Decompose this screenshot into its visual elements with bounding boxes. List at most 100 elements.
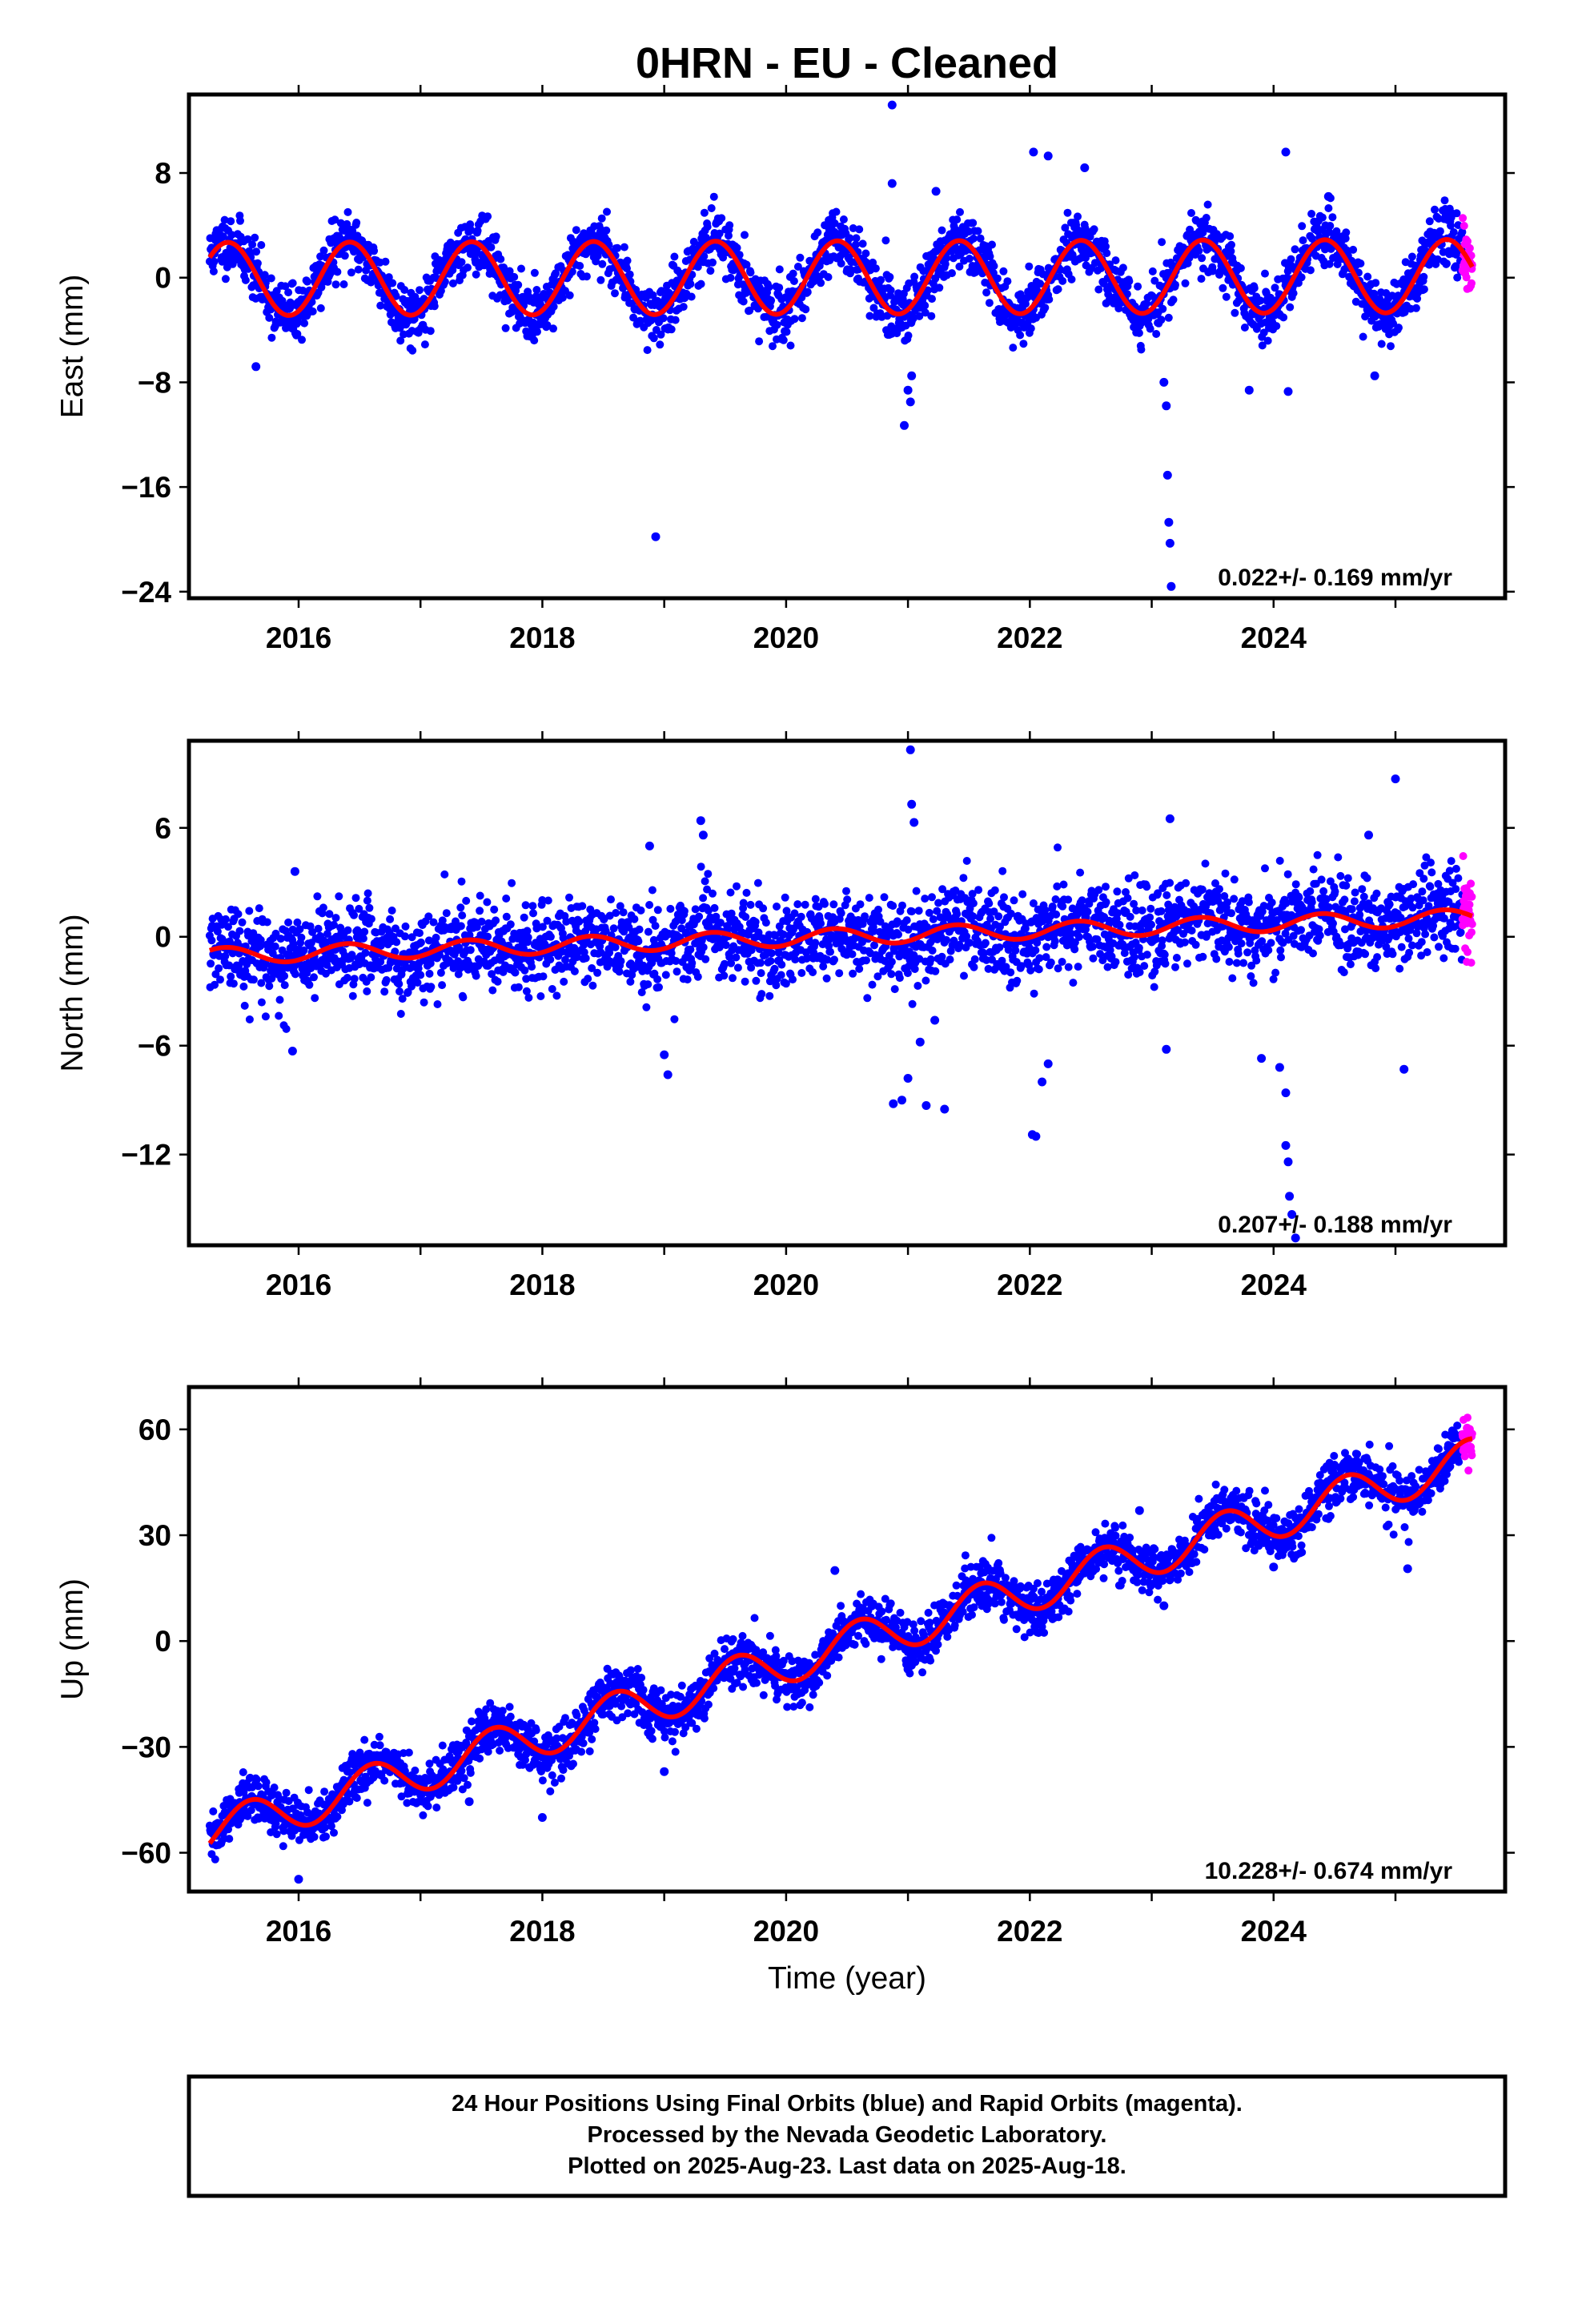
final-point [629, 313, 638, 322]
final-point [1447, 221, 1455, 230]
final-point [757, 969, 765, 978]
final-point [596, 275, 605, 284]
final-point [593, 968, 602, 977]
final-point [995, 943, 1004, 951]
final-point [387, 907, 396, 915]
final-point [761, 919, 770, 927]
final-point [1452, 262, 1460, 271]
final-point [1102, 883, 1110, 891]
final-point [986, 915, 995, 923]
final-point [1425, 217, 1434, 226]
final-point [1269, 975, 1278, 983]
final-point [382, 975, 391, 984]
final-point [457, 877, 466, 886]
final-point [623, 264, 631, 273]
final-point [1346, 960, 1355, 969]
final-point [1349, 245, 1358, 254]
final-point [1025, 262, 1034, 271]
final-point [508, 879, 516, 887]
final-point [775, 265, 784, 274]
final-point [1279, 313, 1288, 322]
final-point [472, 923, 481, 931]
final-point [1132, 906, 1141, 915]
final-point [725, 231, 733, 240]
final-point [239, 982, 248, 991]
final-point [396, 1010, 405, 1018]
final-point [215, 964, 223, 973]
final-point [880, 893, 889, 902]
final-point [539, 972, 548, 981]
final-point [745, 306, 754, 315]
final-point [1114, 304, 1123, 313]
final-point [1016, 331, 1025, 340]
final-point [483, 898, 492, 907]
final-point [1074, 933, 1083, 941]
final-point [1171, 963, 1179, 971]
final-point [813, 228, 822, 237]
final-point [767, 949, 776, 958]
final-point [1347, 905, 1356, 914]
final-point [1311, 879, 1320, 888]
final-point [754, 928, 763, 937]
final-point [976, 234, 985, 243]
final-point [404, 987, 412, 996]
final-point [974, 227, 982, 235]
final-point [905, 962, 913, 971]
final-point [1161, 959, 1170, 968]
final-point [1454, 221, 1463, 230]
outlier-point [907, 371, 917, 380]
final-point [348, 991, 357, 1000]
final-point [1034, 965, 1043, 974]
final-point [811, 939, 820, 947]
final-point [769, 342, 777, 351]
final-point [1243, 948, 1252, 957]
final-point [500, 263, 508, 271]
final-point [965, 939, 974, 947]
final-point [1289, 289, 1298, 298]
final-point [659, 314, 668, 323]
final-point [1431, 205, 1439, 214]
final-point [699, 943, 708, 951]
final-point [1341, 925, 1349, 934]
final-point [928, 295, 936, 304]
final-point [994, 912, 1003, 921]
final-point [720, 971, 729, 980]
final-point [1277, 953, 1285, 962]
final-point [974, 886, 983, 895]
final-point [1064, 963, 1073, 971]
final-point [400, 932, 409, 941]
final-point [340, 251, 349, 260]
final-point [671, 316, 680, 324]
final-point [221, 275, 230, 283]
final-point [238, 918, 247, 927]
final-point [672, 957, 681, 965]
final-point [558, 293, 567, 302]
final-point [457, 258, 466, 267]
outlier-point [1323, 191, 1333, 201]
final-point [370, 247, 379, 255]
final-point [1339, 968, 1348, 977]
final-point [679, 303, 688, 312]
final-point [1006, 909, 1015, 918]
final-point [1250, 283, 1259, 292]
final-point [546, 932, 555, 941]
final-point [490, 905, 499, 914]
final-point [261, 1012, 270, 1021]
final-point [256, 942, 265, 951]
final-point [1342, 881, 1351, 890]
final-point [502, 912, 511, 921]
final-point [1171, 280, 1179, 289]
final-point [425, 969, 434, 978]
final-point [969, 219, 978, 227]
final-point [462, 896, 471, 905]
final-point [829, 900, 838, 909]
final-point [770, 964, 779, 973]
final-point [705, 923, 714, 931]
final-point [1102, 898, 1110, 907]
final-point [275, 1011, 283, 1020]
final-point [588, 964, 596, 972]
final-point [890, 985, 899, 994]
